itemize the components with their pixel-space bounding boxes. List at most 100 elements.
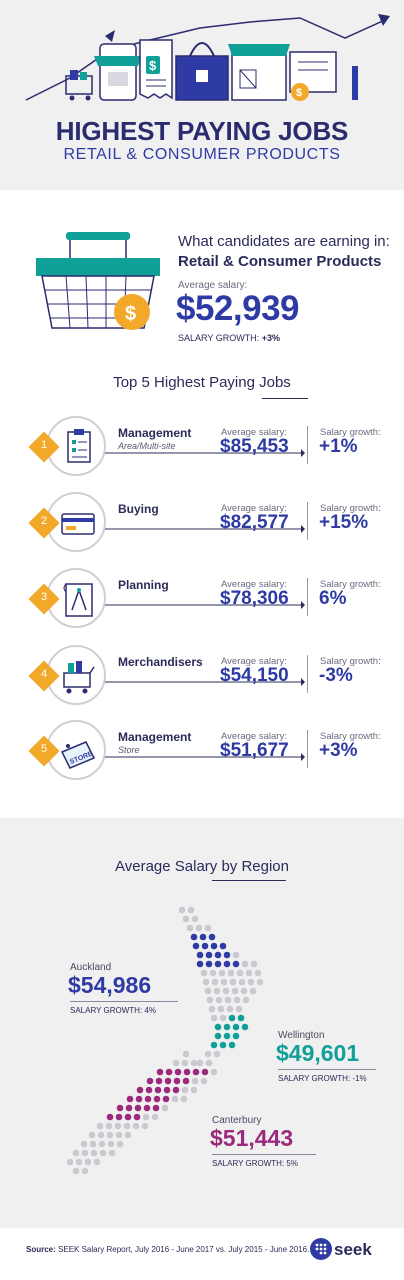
column-divider bbox=[307, 502, 308, 540]
map-dot bbox=[190, 933, 198, 941]
map-dot bbox=[228, 1041, 236, 1049]
map-dot bbox=[84, 1158, 92, 1166]
arrow-right-icon bbox=[105, 601, 305, 609]
rank-number: 2 bbox=[40, 515, 48, 527]
map-dot bbox=[201, 1068, 209, 1076]
job-title: Management bbox=[118, 426, 192, 440]
map-dot bbox=[205, 951, 213, 959]
wellington-divider bbox=[278, 1069, 376, 1070]
map-dot bbox=[107, 1140, 115, 1148]
map-dot bbox=[106, 1131, 114, 1139]
map-dot bbox=[250, 960, 258, 968]
map-dot bbox=[187, 906, 195, 914]
map-dot bbox=[181, 1059, 189, 1067]
avg-salary-value: $85,453 bbox=[220, 436, 289, 457]
region-section bbox=[0, 818, 404, 1228]
map-dot bbox=[161, 1104, 169, 1112]
map-dot bbox=[153, 1095, 161, 1103]
map-dot bbox=[135, 1095, 143, 1103]
map-dot bbox=[124, 1113, 132, 1121]
column-divider bbox=[307, 730, 308, 768]
avg-salary-value: $82,577 bbox=[220, 512, 289, 533]
avg-salary-value: $78,306 bbox=[220, 588, 289, 609]
map-dot bbox=[133, 1113, 141, 1121]
map-dot bbox=[134, 1104, 142, 1112]
auckland-label: Auckland bbox=[70, 962, 112, 973]
map-dot bbox=[199, 933, 207, 941]
map-dot bbox=[228, 1014, 236, 1022]
salary-growth-label: Salary growth: bbox=[320, 579, 381, 590]
job-title: Management bbox=[118, 730, 192, 744]
summary-category: Retail & Consumer Products bbox=[178, 253, 382, 270]
map-dot bbox=[186, 924, 194, 932]
map-dot bbox=[173, 1077, 181, 1085]
map-dot bbox=[97, 1131, 105, 1139]
map-dot bbox=[256, 978, 264, 986]
job-title: Planning bbox=[118, 578, 169, 592]
map-dot bbox=[106, 1113, 114, 1121]
store-tag-icon: STORE bbox=[60, 741, 96, 769]
auckland-growth: SALARY GROWTH: 4% bbox=[70, 1006, 156, 1015]
map-dot bbox=[202, 978, 210, 986]
summary-avg-label: Average salary: bbox=[178, 280, 248, 291]
canterbury-divider bbox=[212, 1154, 316, 1155]
map-dot bbox=[210, 942, 218, 950]
map-dot bbox=[116, 1140, 124, 1148]
map-dot bbox=[232, 1023, 240, 1031]
map-dot bbox=[143, 1104, 151, 1112]
map-dot bbox=[81, 1167, 89, 1175]
map-dot bbox=[223, 1023, 231, 1031]
map-dot bbox=[154, 1086, 162, 1094]
map-dot bbox=[227, 969, 235, 977]
map-dot bbox=[190, 1059, 198, 1067]
retail-illustration: $ $ bbox=[25, 14, 390, 101]
map-dot bbox=[242, 996, 250, 1004]
map-dot bbox=[215, 996, 223, 1004]
map-dot bbox=[219, 1014, 227, 1022]
arrow-right-icon bbox=[105, 449, 305, 457]
arrow-right-icon bbox=[105, 525, 305, 533]
cart-icon bbox=[65, 70, 93, 101]
map-dot bbox=[200, 1077, 208, 1085]
canterbury-label: Canterbury bbox=[212, 1115, 262, 1126]
map-dot bbox=[233, 996, 241, 1004]
map-dot bbox=[232, 1032, 240, 1040]
job-title: Merchandisers bbox=[118, 655, 203, 669]
monitor-coin-icon: $ bbox=[289, 51, 358, 101]
map-dot bbox=[180, 1095, 188, 1103]
map-dot bbox=[90, 1149, 98, 1157]
top-jobs-title: Top 5 Highest Paying Jobs bbox=[113, 374, 291, 391]
avg-salary-value: $51,677 bbox=[220, 740, 289, 761]
map-dot bbox=[213, 987, 221, 995]
map-dot bbox=[172, 1059, 180, 1067]
map-dot bbox=[182, 1050, 190, 1058]
seek-brand: seek bbox=[334, 1240, 372, 1259]
map-dot bbox=[209, 969, 217, 977]
map-dot bbox=[182, 915, 190, 923]
job-subtitle: Area/Multi-site bbox=[118, 441, 176, 451]
map-dot bbox=[96, 1122, 104, 1130]
map-dot bbox=[211, 978, 219, 986]
page-title: HIGHEST PAYING JOBS bbox=[55, 116, 349, 146]
map-dot bbox=[115, 1131, 123, 1139]
salary-growth-label: Salary growth: bbox=[320, 656, 381, 667]
top-jobs-underline bbox=[262, 398, 308, 399]
map-dot bbox=[196, 960, 204, 968]
region-underline bbox=[212, 880, 286, 881]
svg-text:$: $ bbox=[149, 58, 157, 73]
map-dot bbox=[114, 1122, 122, 1130]
salary-growth-label: Salary growth: bbox=[320, 427, 381, 438]
map-dot bbox=[123, 1122, 131, 1130]
basket-coin-icon: $ bbox=[36, 232, 160, 330]
nz-dot-map bbox=[66, 906, 264, 1175]
job-row: 1 Management Area/Multi-site Average salary… bbox=[0, 416, 404, 486]
arrow-right-icon bbox=[105, 753, 305, 761]
map-dot bbox=[142, 1113, 150, 1121]
wellington-salary: $49,601 bbox=[276, 1040, 360, 1066]
map-dot bbox=[214, 951, 222, 959]
map-dot bbox=[145, 1086, 153, 1094]
map-dot bbox=[231, 987, 239, 995]
map-dot bbox=[205, 1059, 213, 1067]
map-dot bbox=[224, 996, 232, 1004]
map-dot bbox=[126, 1095, 134, 1103]
